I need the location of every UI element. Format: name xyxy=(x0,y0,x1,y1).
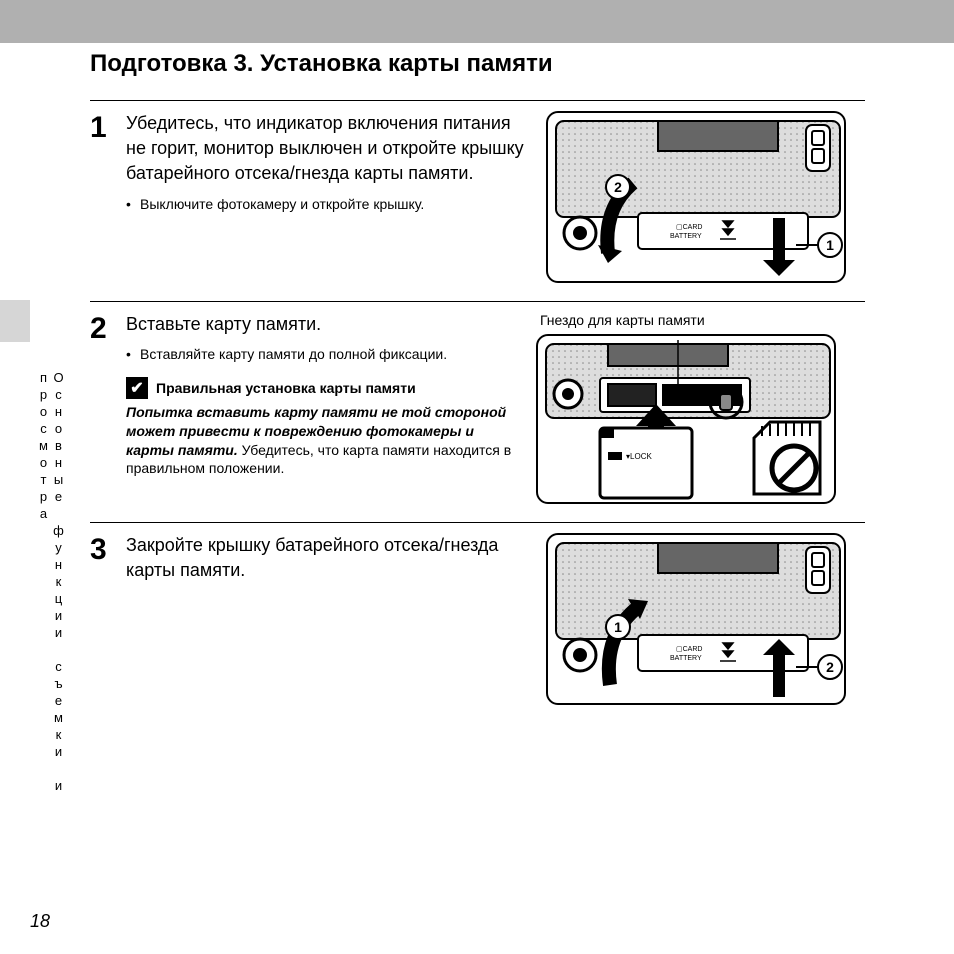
content-area: 1 Убедитесь, что индикатор включения пит… xyxy=(90,100,865,723)
step-number: 2 xyxy=(90,312,126,344)
page-title: Подготовка 3. Установка карты памяти xyxy=(90,50,553,78)
step-main-text: Закройте крышку батарейного отсека/гнезд… xyxy=(126,533,534,583)
badge-2: 2 xyxy=(826,659,834,675)
step-3: 3 Закройте крышку батарейного отсека/гне… xyxy=(90,523,865,723)
step-number: 3 xyxy=(90,533,126,565)
badge-1: 1 xyxy=(614,619,622,635)
badge-2: 2 xyxy=(614,179,622,195)
step-main-text: Вставьте карту памяти. xyxy=(126,312,524,337)
side-gray-tab xyxy=(0,300,30,342)
step-bullet: Вставляйте карту памяти до полной фиксац… xyxy=(126,345,524,365)
step-number: 1 xyxy=(90,111,126,143)
battery-label: BATTERY xyxy=(670,655,702,662)
top-gray-bar xyxy=(0,0,954,43)
figure-caption: Гнездо для карты памяти xyxy=(536,312,836,328)
step-text: Убедитесь, что индикатор включения питан… xyxy=(126,111,546,214)
figure-column: ▢CARD BATTERY 1 2 xyxy=(546,533,846,705)
side-section-label: Основные функции съемки и просмотра xyxy=(36,370,66,954)
card-label: ▢CARD xyxy=(676,646,702,653)
step-1: 1 Убедитесь, что индикатор включения пит… xyxy=(90,101,865,301)
diagram-close-cover: ▢CARD BATTERY 1 2 xyxy=(546,533,846,705)
note-box: ✔ Правильная установка карты памяти Попы… xyxy=(126,377,524,479)
diagram-insert-card: ▾LOCK xyxy=(536,334,836,504)
check-icon: ✔ xyxy=(126,377,148,399)
note-title: Правильная установка карты памяти xyxy=(156,380,416,396)
step-text: Закройте крышку батарейного отсека/гнезд… xyxy=(126,533,546,583)
diagram-open-cover: ▢CARD BATTERY 2 1 xyxy=(546,111,846,283)
note-body: Попытка вставить карту памяти не той сто… xyxy=(126,403,524,479)
figure-column: Гнездо для карты памяти xyxy=(536,312,836,504)
page-number: 18 xyxy=(30,911,50,932)
badge-1: 1 xyxy=(826,237,834,253)
figure-column: ▢CARD BATTERY 2 1 xyxy=(546,111,846,283)
step-bullet: Выключите фотокамеру и откройте крышку. xyxy=(126,195,534,215)
card-label: ▢CARD xyxy=(676,224,702,231)
lock-label: ▾LOCK xyxy=(626,452,652,461)
step-2: 2 Вставьте карту памяти. Вставляйте карт… xyxy=(90,302,865,522)
battery-label: BATTERY xyxy=(670,233,702,240)
step-main-text: Убедитесь, что индикатор включения питан… xyxy=(126,111,534,187)
step-text: Вставьте карту памяти. Вставляйте карту … xyxy=(126,312,536,478)
